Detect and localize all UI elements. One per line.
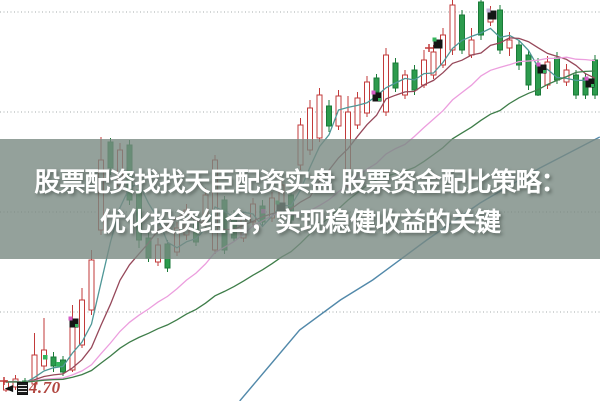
low-price-value: 4.70: [28, 378, 61, 397]
headline-line-1: 股票配资找找天臣配资实盘 股票资金配比策略：: [34, 167, 566, 197]
headline-line-2: 优化投资组合，实现稳健收益的关键: [99, 207, 501, 237]
flag-icon: [16, 381, 28, 395]
low-price-label: ◄ 4.70: [2, 376, 61, 400]
left-arrow-icon: ◄: [2, 381, 16, 395]
headline-overlay: 股票配资找找天臣配资实盘 股票资金配比策略： 优化投资组合，实现稳健收益的关键: [0, 139, 600, 259]
